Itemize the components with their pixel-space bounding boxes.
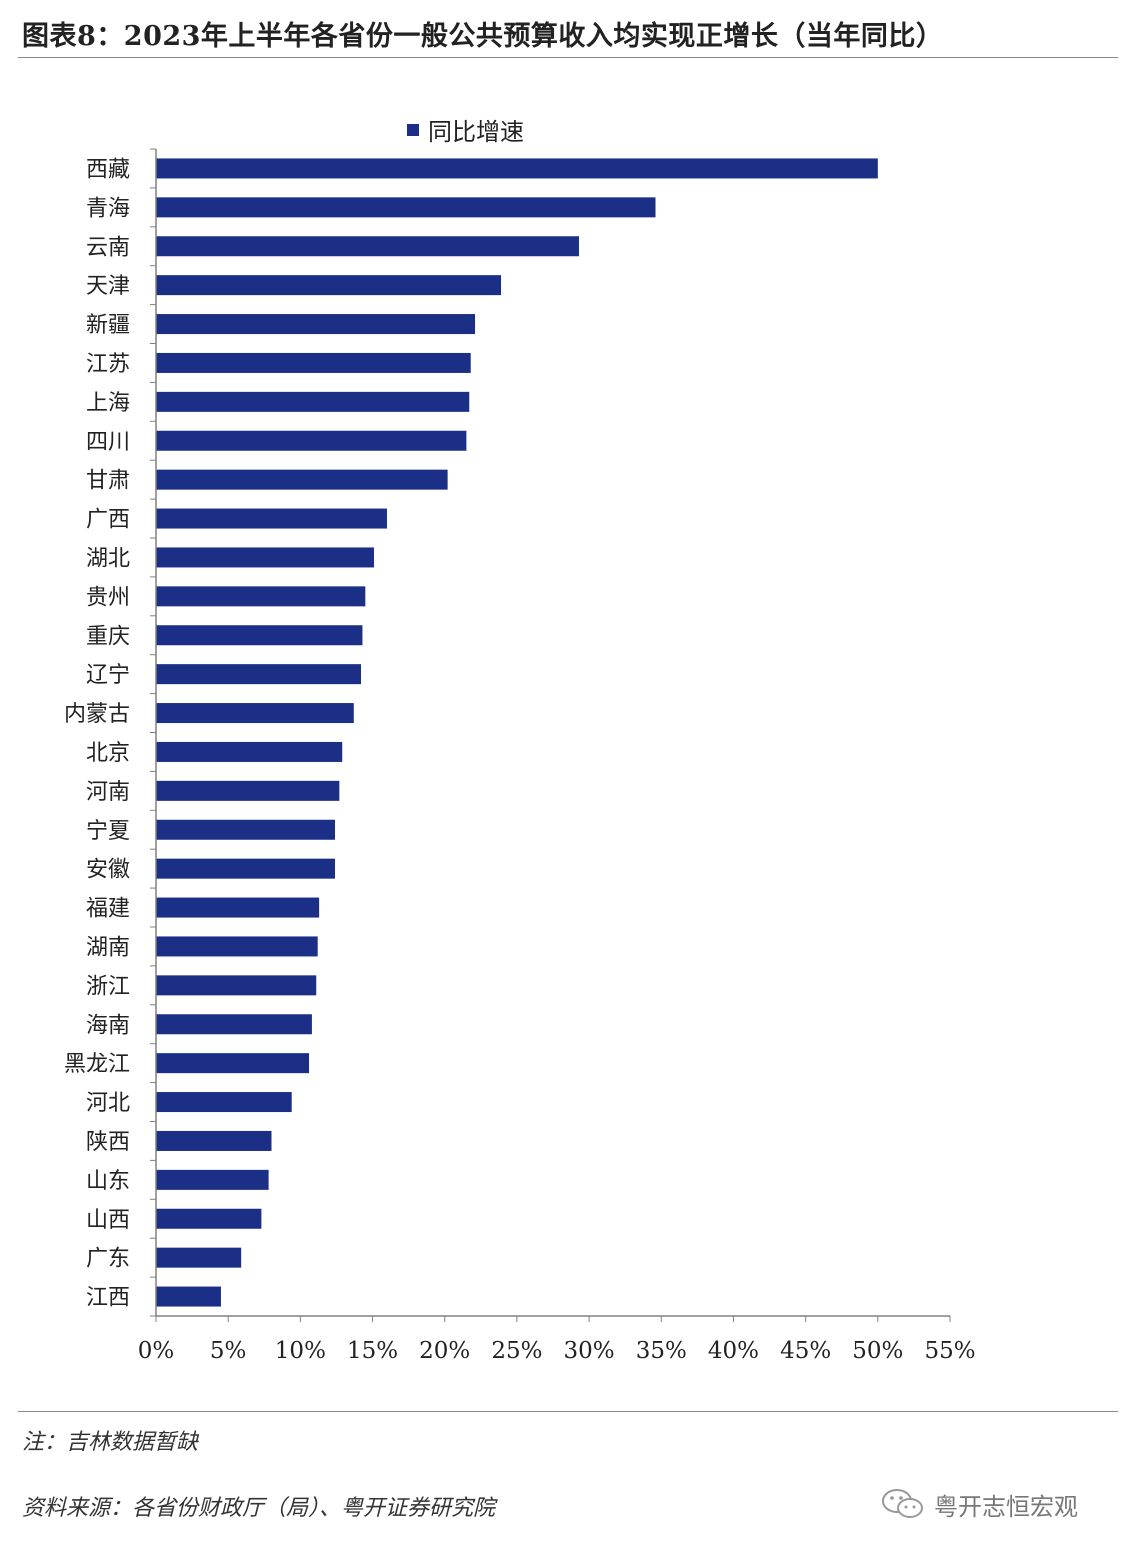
bar-黑龙江: [156, 1053, 310, 1074]
x-tick-label: 30%: [564, 1338, 615, 1364]
category-label: 湖南: [86, 935, 130, 960]
bar-福建: [156, 897, 320, 918]
bar-上海: [156, 391, 470, 412]
x-tick-label: 45%: [780, 1338, 831, 1364]
category-label: 北京: [86, 741, 130, 766]
category-label: 湖北: [86, 546, 130, 571]
x-tick-label: 55%: [924, 1338, 975, 1364]
category-label: 河北: [86, 1091, 130, 1116]
chart-note: 注：吉林数据暂缺: [22, 1430, 199, 1455]
category-label: 福建: [86, 897, 130, 922]
bar-宁夏: [156, 819, 336, 840]
category-label: 四川: [86, 430, 130, 455]
bar-陕西: [156, 1130, 272, 1151]
category-label: 宁夏: [86, 819, 130, 844]
category-label: 新疆: [86, 313, 130, 338]
category-label: 安徽: [86, 858, 130, 883]
category-label: 辽宁: [86, 663, 130, 688]
bar-广东: [156, 1247, 242, 1268]
bar-青海: [156, 197, 656, 218]
category-label: 陕西: [86, 1130, 130, 1155]
bar-天津: [156, 275, 502, 296]
legend-label: 同比增速: [428, 118, 524, 146]
chart-source: 资料来源：各省份财政厅（局）、粤开证券研究院: [22, 1496, 496, 1521]
category-label: 海南: [86, 1013, 130, 1038]
bar-安徽: [156, 858, 336, 879]
category-label: 上海: [86, 391, 130, 416]
x-tick-label: 5%: [210, 1338, 247, 1364]
x-tick-label: 40%: [708, 1338, 759, 1364]
category-label: 天津: [86, 274, 130, 299]
bar-西藏: [156, 158, 878, 179]
bar-贵州: [156, 586, 366, 607]
bar-山西: [156, 1208, 262, 1229]
watermark-text: 粤开志恒宏观: [934, 1492, 1078, 1521]
x-tick-label: 20%: [419, 1338, 470, 1364]
bar-河北: [156, 1092, 292, 1113]
bar-江西: [156, 1286, 221, 1307]
category-label: 浙江: [86, 974, 130, 999]
watermark: 粤开志恒宏观: [880, 1486, 1078, 1522]
bar-湖南: [156, 936, 318, 957]
bar-山东: [156, 1169, 269, 1190]
category-label: 山东: [86, 1169, 130, 1194]
category-label: 重庆: [86, 624, 130, 649]
category-label: 广东: [86, 1247, 130, 1272]
legend-swatch: [407, 124, 419, 136]
x-tick-label: 35%: [636, 1338, 687, 1364]
bar-湖北: [156, 547, 374, 568]
bar-辽宁: [156, 664, 361, 685]
bar-chart: 同比增速 西藏青海云南天津新疆江苏上海四川甘肃广西湖北贵州重庆辽宁内蒙古北京河南…: [64, 118, 976, 1364]
x-tick-label: 50%: [852, 1338, 903, 1364]
category-label: 西藏: [86, 157, 130, 182]
bar-内蒙古: [156, 703, 354, 724]
x-tick-label: 15%: [347, 1338, 398, 1364]
bar-河南: [156, 780, 340, 801]
chart-legend: 同比增速: [407, 118, 524, 146]
category-label: 山西: [86, 1208, 130, 1233]
category-label: 广西: [86, 508, 130, 533]
bar-甘肃: [156, 469, 448, 490]
footer-divider: [18, 1411, 1118, 1412]
bar-北京: [156, 741, 343, 762]
bar-新疆: [156, 314, 476, 335]
category-label: 内蒙古: [64, 702, 130, 727]
bar-江苏: [156, 352, 471, 373]
category-label: 黑龙江: [64, 1052, 130, 1077]
bar-海南: [156, 1014, 312, 1035]
title-divider: [18, 57, 1118, 58]
category-label: 青海: [86, 196, 130, 221]
bar-云南: [156, 236, 579, 257]
category-label: 甘肃: [86, 469, 130, 494]
category-label: 云南: [86, 235, 130, 260]
category-label: 江西: [86, 1286, 130, 1311]
bar-重庆: [156, 625, 363, 646]
wechat-logo-icon: [882, 1489, 923, 1518]
category-label: 贵州: [86, 585, 130, 610]
x-tick-label: 0%: [138, 1338, 175, 1364]
category-label: 河南: [86, 780, 130, 805]
bar-广西: [156, 508, 387, 529]
bar-浙江: [156, 975, 317, 996]
bar-四川: [156, 430, 467, 451]
x-tick-label: 10%: [275, 1338, 326, 1364]
x-tick-label: 25%: [491, 1338, 542, 1364]
chart-title: 图表8：2023年上半年各省份一般公共预算收入均实现正增长（当年同比）: [22, 21, 944, 52]
category-label: 江苏: [86, 352, 130, 377]
